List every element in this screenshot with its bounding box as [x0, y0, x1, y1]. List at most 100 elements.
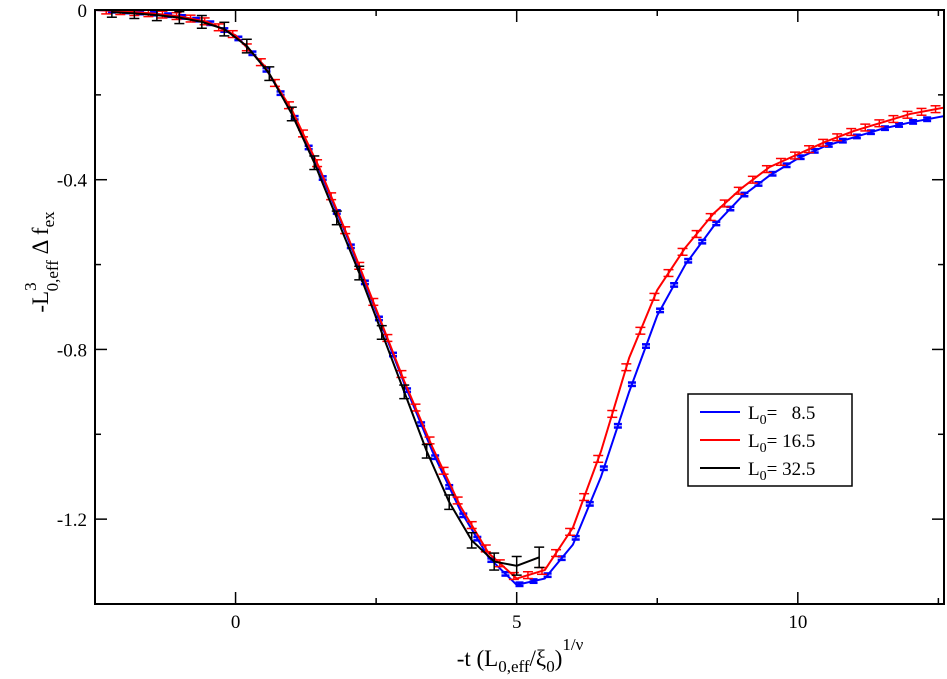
error-bar: [529, 578, 538, 585]
error-bar: [684, 257, 693, 264]
error-bar: [670, 281, 679, 288]
error-bar: [444, 494, 455, 511]
axis-ticks: 0 5 10 0 -0.4 -0.8 -1.2: [57, 1, 944, 633]
error-bar: [489, 552, 500, 571]
error-bar: [621, 363, 632, 372]
legend-item-16.5: L0= 16.5: [700, 431, 815, 456]
error-bar: [642, 343, 651, 349]
error-bar: [663, 268, 674, 278]
legend: L0= 8.5 L0= 16.5 L0= 32.5: [687, 393, 853, 487]
error-bar: [838, 137, 847, 144]
error-bar: [309, 155, 320, 171]
error-bar: [705, 212, 716, 222]
error-bar: [635, 326, 646, 335]
error-bar: [649, 292, 660, 301]
error-bar: [326, 192, 337, 201]
x-axis-label: -t (L0,eff/ξ0)1/ν: [457, 635, 584, 676]
legend-item-32.5: L0= 32.5: [700, 459, 815, 484]
error-bar: [219, 21, 230, 37]
error-bar: [607, 409, 618, 419]
series-line-16.5: [95, 10, 944, 580]
error-bar: [174, 10, 185, 25]
error-bar: [627, 381, 636, 388]
y-tick-label: 0: [78, 1, 88, 22]
error-bar: [331, 210, 342, 226]
error-bar: [340, 226, 351, 235]
error-bar: [565, 527, 576, 537]
error-bar: [782, 162, 791, 169]
error-bar: [438, 466, 449, 475]
error-bar: [501, 570, 510, 577]
error-bar: [157, 10, 168, 19]
error-bar: [656, 307, 665, 314]
legend-item-8.5: L0= 8.5: [700, 403, 815, 428]
error-bar: [860, 123, 871, 132]
error-bar: [151, 10, 162, 22]
error-bar: [593, 454, 604, 464]
error-bar: [599, 465, 608, 472]
error-bar: [895, 122, 904, 128]
error-bar: [286, 106, 297, 122]
x-tick-label: 10: [788, 612, 807, 633]
y-tick-label: -0.4: [57, 171, 88, 192]
error-bar: [543, 572, 552, 579]
y-axis-label: -L3 0,eff Δ fex: [21, 211, 62, 313]
error-bar: [916, 107, 927, 116]
error-bar: [691, 229, 702, 239]
error-bar: [733, 186, 744, 195]
error-bar: [264, 66, 275, 82]
error-bar: [571, 534, 580, 541]
error-bar: [874, 119, 885, 128]
error-bar: [382, 333, 393, 343]
error-bar: [747, 175, 758, 184]
error-bar: [930, 105, 941, 114]
error-bar: [775, 157, 786, 167]
error-bar: [923, 116, 932, 123]
error-bar: [761, 164, 772, 174]
error-bar: [832, 133, 843, 142]
series-line-32.5: [111, 11, 540, 567]
series-line-8.5: [95, 10, 944, 586]
legend-label: L0= 16.5: [748, 431, 815, 456]
error-bar: [511, 555, 522, 576]
error-bar: [515, 581, 524, 588]
error-bar: [196, 14, 207, 29]
error-bar: [804, 145, 815, 154]
plot-area: [95, 10, 944, 588]
error-bar: [399, 384, 410, 400]
y-tick-label: -1.2: [57, 510, 87, 531]
error-bar: [888, 114, 899, 124]
error-bar: [376, 324, 387, 340]
error-bar: [613, 422, 622, 429]
error-bar: [909, 118, 918, 125]
error-bar: [466, 520, 477, 530]
error-bar: [106, 10, 117, 18]
error-bar: [579, 492, 590, 502]
error-bar: [585, 500, 594, 507]
x-tick-label: 0: [231, 612, 241, 633]
error-bar: [421, 443, 432, 459]
error-bar: [522, 571, 533, 580]
error-bar: [354, 265, 365, 281]
error-bar: [790, 151, 801, 160]
legend-label: L0= 8.5: [748, 403, 815, 428]
error-bar: [818, 138, 829, 147]
error-bar: [754, 181, 763, 187]
error-bar: [719, 199, 730, 208]
error-bar: [368, 297, 379, 307]
error-bar: [677, 247, 688, 256]
y-tick-label: -0.8: [57, 340, 87, 361]
x-tick-label: 5: [512, 612, 522, 633]
legend-label: L0= 32.5: [748, 459, 815, 484]
error-bar: [551, 548, 562, 558]
plot-frame: [94, 9, 945, 605]
error-bar: [185, 14, 196, 23]
error-bar: [534, 546, 545, 569]
error-bar: [740, 191, 749, 198]
error-bar: [846, 127, 857, 137]
error-bar: [698, 238, 707, 245]
error-bar: [452, 496, 463, 505]
error-bar: [466, 531, 477, 549]
error-bar: [241, 38, 252, 54]
